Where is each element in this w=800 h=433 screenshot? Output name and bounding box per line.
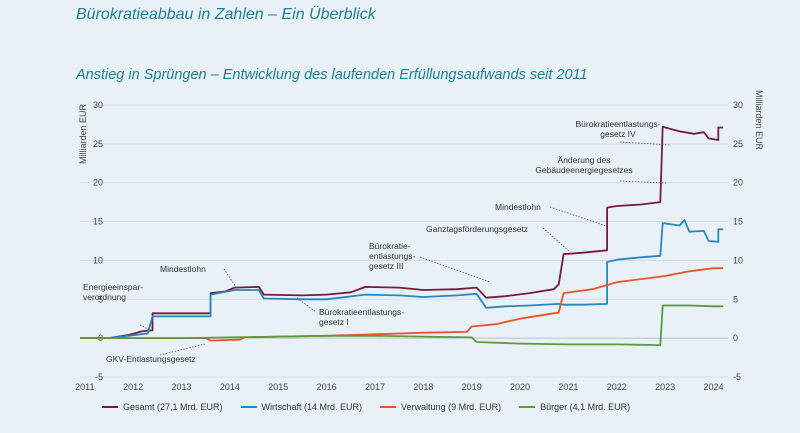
- y-tick-label-left: 5: [98, 294, 103, 304]
- x-tick-label: 2015: [268, 382, 288, 392]
- x-tick-label: 2020: [510, 382, 530, 392]
- x-tick-label: 2012: [123, 382, 143, 392]
- chart-title: Anstieg in Sprüngen – Entwicklung des la…: [76, 67, 588, 83]
- y-tick-label-right: 25: [733, 139, 743, 149]
- x-tick-label: 2019: [462, 382, 482, 392]
- x-tick-label: 2017: [365, 382, 385, 392]
- legend-item-4: Bürger (4,1 Mrd. EUR): [519, 402, 630, 412]
- legend-label: Wirtschaft (14 Mrd. EUR): [261, 402, 363, 412]
- annotation-leader: [619, 141, 671, 146]
- series-line-2: [80, 219, 724, 339]
- annotation-text: Ganztagsförderungsgesetz: [426, 224, 528, 234]
- legend-label: Bürger (4,1 Mrd. EUR): [540, 402, 631, 412]
- y-tick-label-left: 25: [93, 139, 103, 149]
- annotation-leader: [223, 268, 239, 291]
- legend-label: Gesamt (27,1 Mrd. EUR): [123, 402, 223, 412]
- page-title: Bürokratieabbau in Zahlen – Ein Überblic…: [76, 6, 376, 23]
- y-tick-label-right: 5: [733, 294, 738, 304]
- y-tick-label-left: -5: [95, 372, 103, 382]
- legend-swatch: [380, 406, 397, 408]
- annotation-leader: [419, 256, 491, 283]
- y-tick-label-right: 15: [733, 217, 743, 227]
- y-tick-label-left: 15: [93, 217, 103, 227]
- annotation-leader: [296, 297, 317, 313]
- x-tick-label: 2023: [655, 382, 675, 392]
- legend-swatch: [102, 406, 118, 408]
- y-tick-label-left: 10: [93, 255, 103, 265]
- annotation-text: verordnung: [83, 292, 126, 302]
- y-tick-label-right: 0: [733, 333, 738, 343]
- series-line-3: [80, 267, 724, 342]
- annotation-text: gesetz III: [369, 261, 404, 271]
- x-tick-label: 2022: [607, 382, 627, 392]
- annotation-leader: [542, 227, 571, 253]
- y-tick-label-right: 30: [733, 100, 743, 110]
- x-tick-label: 2016: [317, 382, 337, 392]
- y-tick-label-left: 30: [93, 100, 103, 110]
- y-tick-label-left: 20: [93, 178, 103, 188]
- annotation-text: Bürokratie-: [369, 241, 411, 251]
- annotation-text: Mindestlohn: [160, 264, 206, 274]
- y-tick-label-right: 10: [733, 255, 743, 265]
- annotation-text: Mindestlohn: [495, 202, 541, 212]
- legend-swatch: [240, 406, 257, 408]
- legend-swatch: [519, 406, 536, 408]
- annotation-text: Energieeinspar-: [83, 282, 143, 292]
- x-tick-label: 2018: [413, 382, 433, 392]
- annotation-leader: [549, 206, 607, 227]
- x-tick-label: 2021: [558, 382, 578, 392]
- series-line-4: [80, 304, 724, 346]
- annotation-text: Gebäudeenergiegesetzes: [535, 165, 632, 175]
- y-tick-label-right: 20: [733, 178, 743, 188]
- y-axis-label-right: Milliarden EUR: [754, 90, 764, 151]
- chart-legend: Gesamt (27,1 Mrd. EUR) Wirtschaft (14 Mrd…: [102, 402, 630, 412]
- annotation-text: gesetz I: [319, 317, 349, 327]
- annotation-leader: [139, 324, 153, 332]
- annotation-text: Bürokratieentlastungs-: [319, 307, 404, 317]
- x-tick-label: 2013: [172, 382, 192, 392]
- legend-item-3: Verwaltung (9 Mrd. EUR): [380, 402, 501, 412]
- legend-item-2: Wirtschaft (14 Mrd. EUR): [240, 402, 363, 412]
- x-tick-label: 2014: [220, 382, 240, 392]
- annotation-text: Änderung des: [558, 155, 611, 165]
- x-tick-label: 2024: [703, 382, 723, 392]
- annotation-text: Bürokratieentlastungs-: [575, 119, 660, 129]
- annotation-text: GKV-Entlastungsgesetz: [106, 354, 196, 364]
- annotation-text: entlastungs-: [369, 251, 415, 261]
- legend-label: Verwaltung (9 Mrd. EUR): [401, 402, 502, 412]
- y-tick-label-right: -5: [733, 372, 741, 382]
- annotation-text: gesetz IV: [600, 129, 636, 139]
- x-tick-label: 2011: [75, 382, 94, 392]
- y-axis-label-left: Milliarden EUR: [78, 103, 88, 164]
- legend-item-1: Gesamt (27,1 Mrd. EUR): [102, 402, 223, 412]
